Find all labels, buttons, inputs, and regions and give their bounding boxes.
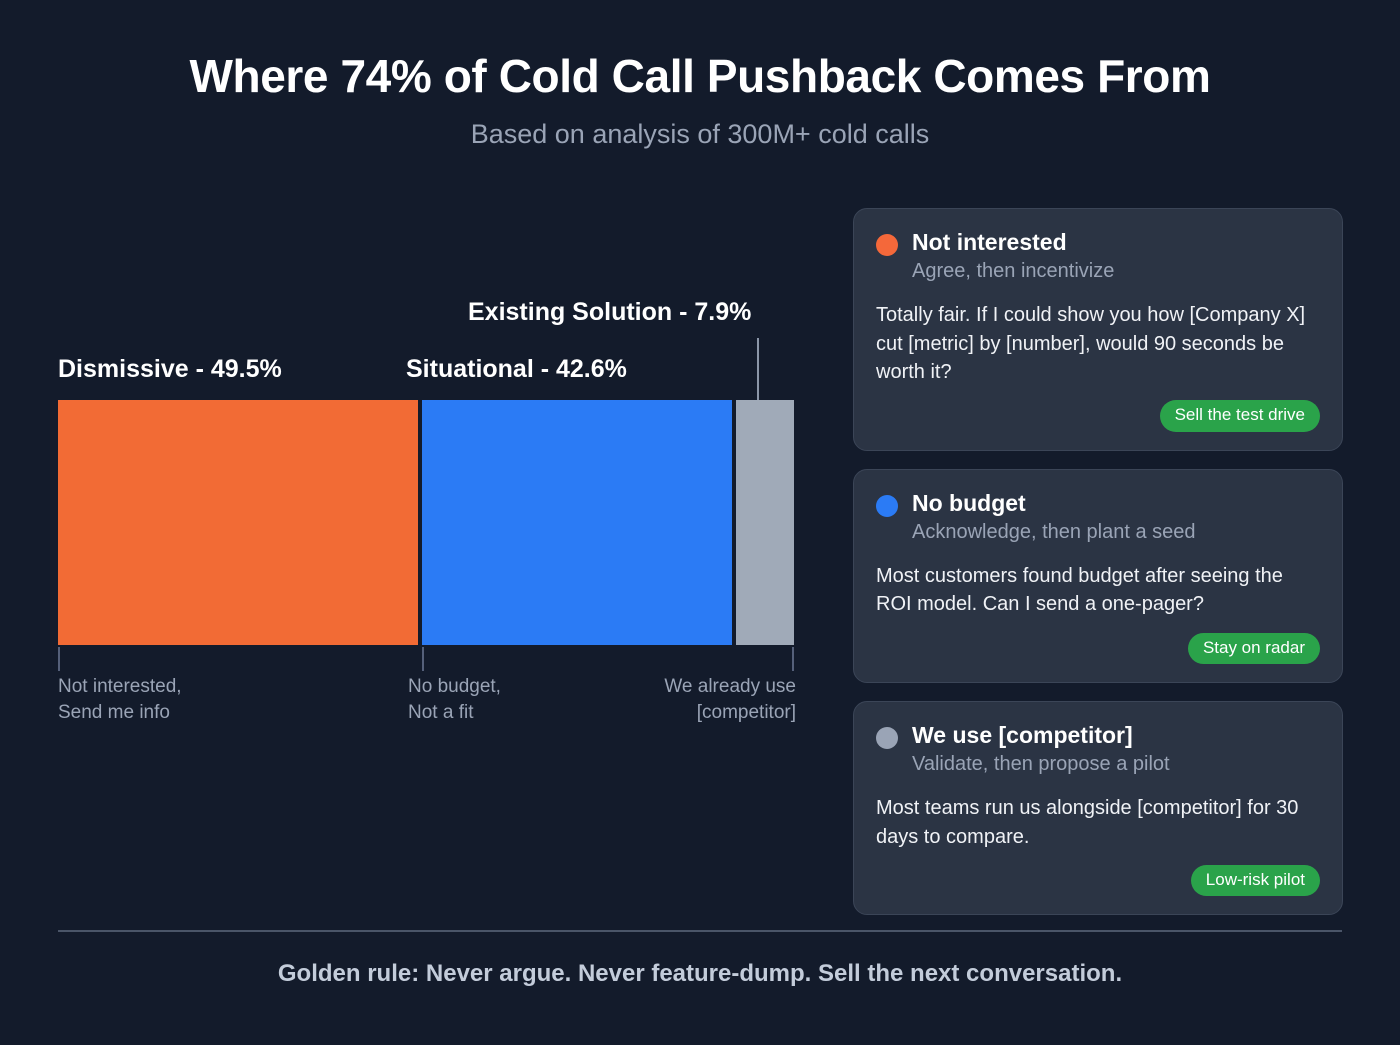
card-header-text: We use [competitor] Validate, then propo…: [912, 722, 1320, 776]
color-swatch-icon: [876, 726, 898, 749]
axis-ticks: [58, 647, 794, 671]
objection-title: No budget: [912, 489, 1026, 516]
bar-segment-dismissive: [58, 400, 419, 645]
leader-line-existing-solution: [757, 338, 759, 400]
objection-script: Most customers found budget after seeing…: [876, 564, 1283, 616]
objection-card-we-use-competitor[interactable]: We use [competitor] Validate, then propo…: [853, 700, 1343, 916]
card-header-text: No budget Acknowledge, then plant a seed: [912, 490, 1320, 544]
color-swatch-icon: [876, 234, 898, 256]
segment-label-dismissive: Dismissive - 49.5%: [58, 355, 282, 383]
objection-card-not-interested[interactable]: Not interested Agree, then incentivize T…: [853, 208, 1343, 451]
bar-segment-existing-solution: [736, 400, 794, 645]
axis-tick: [422, 647, 425, 671]
objection-script: Most teams run us alongside [competitor]…: [876, 797, 1299, 848]
axis-tick: [792, 647, 794, 671]
segment-label-existing-solution: Existing Solution - 7.9%: [468, 298, 752, 326]
bar-segment-situational: [422, 400, 733, 645]
card-header: No budget Acknowledge, then plant a seed: [876, 490, 1320, 544]
axis-tick-label-situational: No budget, Not a fit: [408, 676, 501, 723]
status-badge: Sell the test drive: [1159, 400, 1320, 432]
axis-tick: [58, 647, 60, 671]
segment-label-situational: Situational - 42.6%: [406, 355, 627, 383]
objection-strategy: Validate, then propose a pilot: [912, 753, 1170, 776]
page-subtitle: Based on analysis of 300M+ cold calls: [470, 118, 930, 149]
pill-row: Stay on radar: [876, 632, 1320, 664]
status-badge: Stay on radar: [1187, 632, 1320, 664]
bar-track: [58, 400, 794, 645]
page-title: Where 74% of Cold Call Pushback Comes Fr…: [189, 50, 1211, 102]
objection-card-no-budget[interactable]: No budget Acknowledge, then plant a seed…: [853, 468, 1343, 683]
objection-script: Totally fair. If I could show you how [C…: [876, 304, 1306, 383]
color-swatch-icon: [876, 494, 898, 517]
header: Where 74% of Cold Call Pushback Comes Fr…: [0, 50, 1400, 149]
pill-row: Sell the test drive: [876, 400, 1320, 432]
objection-title: Not interested: [912, 229, 1067, 255]
card-header: We use [competitor] Validate, then propo…: [876, 722, 1320, 776]
axis-tick-label-existing-solution: We already use [competitor]: [664, 676, 796, 723]
objection-card-list: Not interested Agree, then incentivize T…: [853, 208, 1343, 933]
objection-strategy: Acknowledge, then plant a seed: [912, 520, 1196, 543]
axis-tick-label-dismissive: Not interested, Send me info: [58, 676, 182, 723]
axis-tick-labels: Not interested, Send me info No budget, …: [58, 674, 796, 744]
card-header-text: Not interested Agree, then incentivize: [912, 229, 1320, 283]
card-header: Not interested Agree, then incentivize: [876, 229, 1320, 283]
objection-title: We use [competitor]: [912, 721, 1133, 748]
pill-row: Low-risk pilot: [876, 864, 1320, 897]
footer-divider: [58, 930, 1342, 932]
objection-strategy: Agree, then incentivize: [912, 260, 1115, 283]
footer-golden-rule: Golden rule: Never argue. Never feature-…: [277, 960, 1123, 987]
stacked-bar-chart: Dismissive - 49.5% Situational - 42.6% E…: [58, 200, 818, 740]
status-badge: Low-risk pilot: [1190, 864, 1320, 897]
